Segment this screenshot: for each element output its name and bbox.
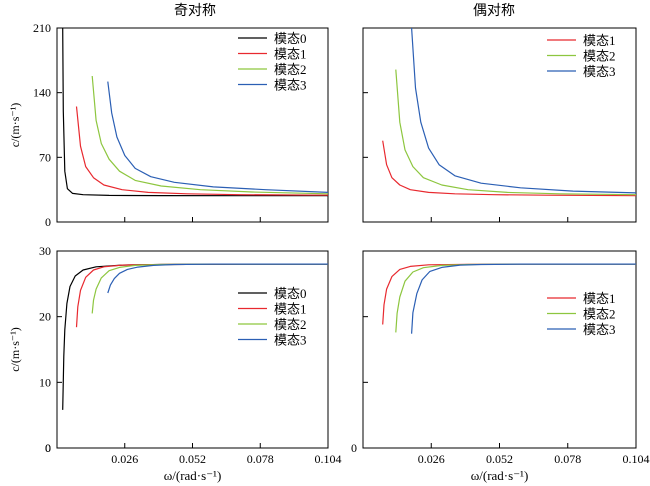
legend-label: 模态3 bbox=[274, 333, 307, 348]
legend-label: 模态0 bbox=[274, 31, 307, 46]
x-tick-label: 0.104 bbox=[315, 452, 342, 466]
plot-frame bbox=[56, 250, 329, 449]
y-tick-label: 70 bbox=[39, 150, 51, 164]
x-tick-label: 0.052 bbox=[486, 452, 513, 466]
y-tick-label: 20 bbox=[39, 310, 51, 324]
y-tick-label: 0 bbox=[351, 441, 357, 455]
series-line-模态2 bbox=[91, 75, 328, 195]
series-line-模态3 bbox=[411, 28, 636, 194]
series-line-模态3 bbox=[107, 81, 328, 193]
series-line-模态1 bbox=[382, 140, 636, 197]
x-tick-label: 0.078 bbox=[554, 452, 581, 466]
legend-label: 模态1 bbox=[583, 291, 616, 306]
chart-title-odd: 奇对称 bbox=[174, 4, 216, 19]
y-tick-label: 30 bbox=[39, 244, 51, 258]
legend-label: 模态2 bbox=[274, 62, 307, 77]
chart-panel-bottom-right: 0.026 0.052 0.078 0.104 0 ω/(rad·s⁻¹) 模态1模态2模态… bbox=[351, 250, 650, 483]
series-line-模态1 bbox=[75, 106, 328, 196]
legend-label: 模态3 bbox=[274, 78, 307, 93]
plot-frame bbox=[362, 250, 637, 449]
legend-label: 模态2 bbox=[583, 49, 616, 64]
y-tick-label: 10 bbox=[39, 375, 51, 389]
x-tick-label: 0.026 bbox=[418, 452, 445, 466]
legend-label: 模态2 bbox=[274, 317, 307, 332]
y-tick-label: 0 bbox=[45, 441, 51, 455]
x-tick-label: 0.052 bbox=[179, 452, 206, 466]
x-tick-label: 0.078 bbox=[247, 452, 274, 466]
series-line-模态3 bbox=[107, 263, 328, 294]
legend-label: 模态0 bbox=[274, 286, 307, 301]
series-line-模态3 bbox=[411, 263, 636, 334]
series-line-模态2 bbox=[395, 69, 636, 196]
y-tick-label: 0 bbox=[45, 441, 51, 455]
series-line-模态0 bbox=[62, 28, 328, 197]
legend-label: 模态2 bbox=[583, 307, 616, 322]
x-tick-label: 0.026 bbox=[111, 452, 138, 466]
legend-label: 模态1 bbox=[583, 33, 616, 48]
y-axis-label: c/(m·s⁻¹) bbox=[8, 327, 22, 372]
y-axis-label: c/(m·s⁻¹) bbox=[8, 103, 22, 148]
legend-label: 模态1 bbox=[274, 302, 307, 317]
x-tick-label: 0.104 bbox=[623, 452, 650, 466]
x-axis-label: ω/(rad·s⁻¹) bbox=[471, 468, 529, 483]
y-tick-label: 140 bbox=[33, 86, 51, 100]
legend-label: 模态1 bbox=[274, 47, 307, 62]
y-tick-label: 0 bbox=[45, 215, 51, 229]
chart-title-even: 偶对称 bbox=[473, 4, 515, 19]
x-axis-label: ω/(rad·s⁻¹) bbox=[164, 468, 222, 483]
y-tick-label: 210 bbox=[33, 21, 51, 35]
legend-label: 模态3 bbox=[583, 322, 616, 337]
legend-label: 模态3 bbox=[583, 64, 616, 79]
